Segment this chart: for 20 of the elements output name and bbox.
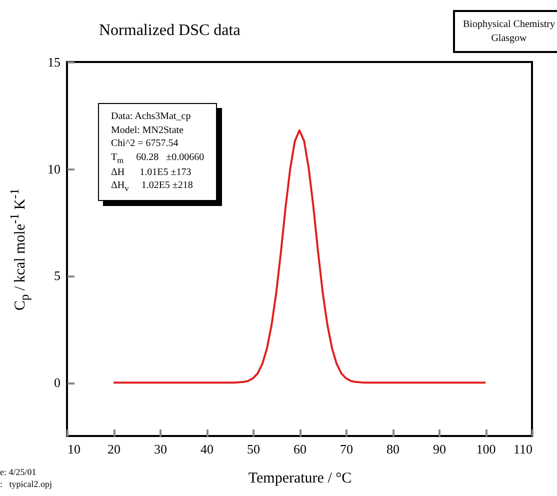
x-tick-label: 10: [68, 442, 80, 456]
x-tick-label: 110: [513, 442, 532, 456]
y-tick-label: 0: [54, 375, 60, 390]
x-tick-label: 90: [433, 442, 446, 456]
text: Biophysical Chemistry Glasgow: [453, 10, 557, 53]
y-tick-label: 15: [48, 54, 60, 70]
x-tick-label: 50: [247, 442, 260, 456]
chart-title: Normalized DSC data: [99, 22, 240, 39]
x-tick-label: 30: [154, 442, 167, 456]
x-tick-label: 80: [386, 442, 400, 456]
text: Data: Achs3Mat_cp Model: MN2State Chi^2 = 6757.54 T$_{m}$ 60.28 ±0.00660 ΔH 1.01E5 ±173 ΔH$_{v}$ 1.02E5 ±218: [111, 111, 204, 194]
x-tick-label: 60: [294, 442, 306, 456]
text: e: 4/25/01 : typical2.opj: [0, 466, 52, 490]
y-tick-label: 5: [54, 268, 60, 284]
x-axis-title: Temperature / °C: [248, 470, 352, 486]
x-tick-label: 70: [340, 442, 353, 456]
x-tick-label: 100: [476, 442, 496, 456]
y-tick-label: 10: [48, 161, 60, 176]
x-tick-label: 40: [200, 442, 214, 456]
x-tick-label: 20: [108, 442, 120, 456]
